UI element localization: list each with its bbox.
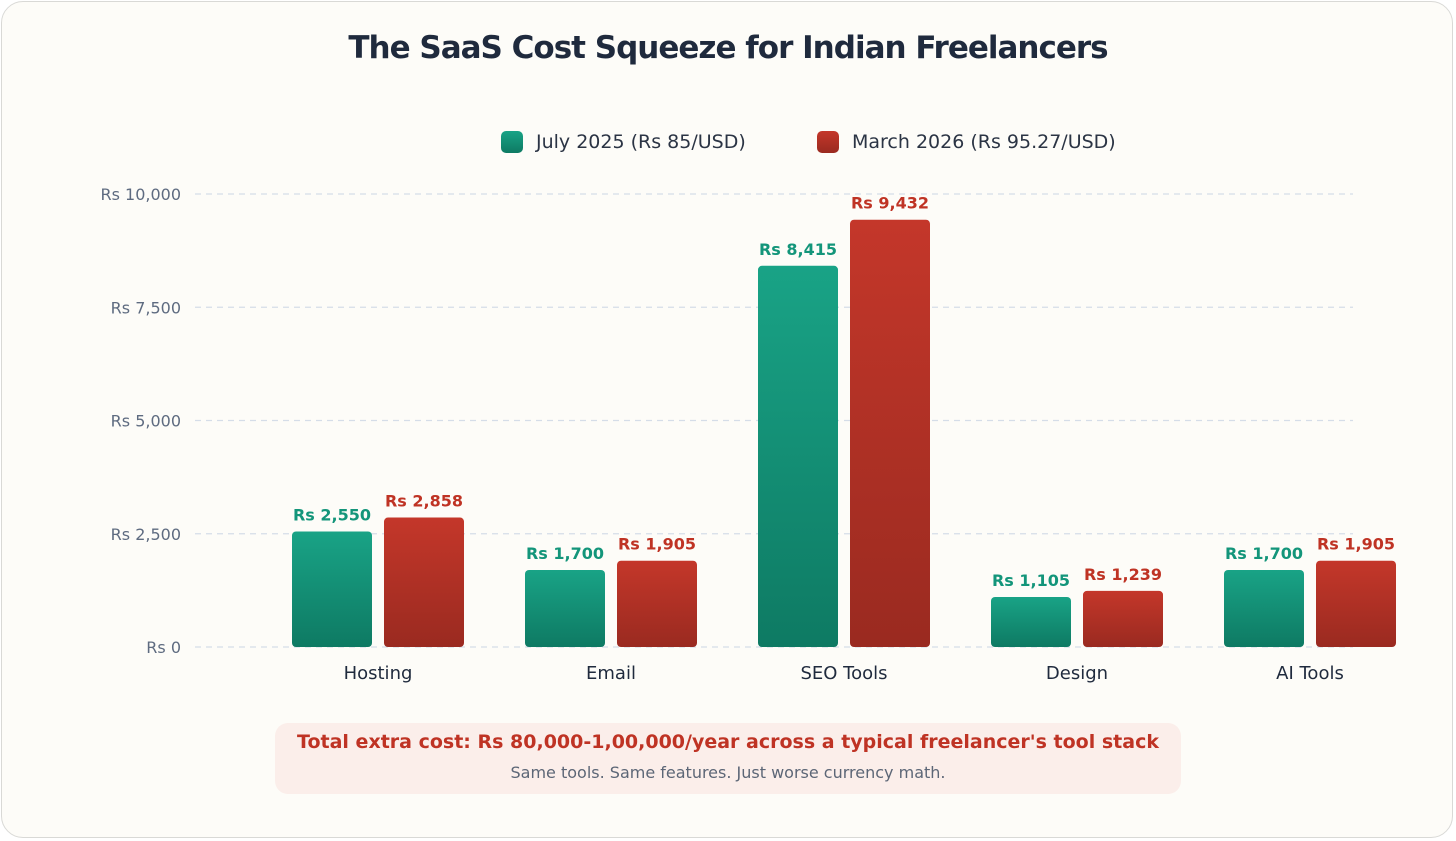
legend-label-july-2025: July 2025 (Rs 85/USD)	[536, 131, 746, 153]
x-category-label-email: Email	[586, 663, 636, 684]
y-tick-label: Rs 7,500	[111, 298, 181, 317]
summary-headline: Total extra cost: Rs 80,000-1,00,000/yea…	[297, 731, 1159, 753]
bar-seo-tools-july-2025	[758, 265, 838, 647]
bar-design-july-2025	[991, 596, 1071, 647]
bars	[292, 219, 1396, 647]
bar-value-labels: Rs 2,550 Rs 2,858 Rs 1,700 Rs 1,905 Rs 8,415…	[293, 194, 1395, 590]
summary-banner: Total extra cost: Rs 80,000-1,00,000/yea…	[275, 723, 1181, 794]
x-category-label-design: Design	[1046, 663, 1108, 684]
x-axis-categories: Hosting Email SEO Tools Design AI Tools	[344, 663, 1344, 684]
bar-seo-tools-march-2026	[850, 219, 930, 647]
value-label-seo-tools-july-2025: Rs 8,415	[759, 240, 837, 259]
value-label-design-july-2025: Rs 1,105	[992, 571, 1070, 590]
value-label-seo-tools-march-2026: Rs 9,432	[851, 194, 929, 213]
value-label-email-march-2026: Rs 1,905	[618, 535, 696, 554]
bar-email-march-2026	[617, 560, 697, 647]
bar-email-july-2025	[525, 569, 605, 647]
value-label-ai-tools-july-2025: Rs 1,700	[1225, 544, 1303, 563]
bar-hosting-july-2025	[292, 531, 372, 647]
value-label-email-july-2025: Rs 1,700	[526, 544, 604, 563]
bar-ai-tools-march-2026	[1316, 560, 1396, 647]
x-category-label-ai-tools: AI Tools	[1276, 663, 1344, 684]
x-category-label-seo-tools: SEO Tools	[800, 663, 887, 684]
y-tick-label: Rs 10,000	[100, 185, 181, 204]
legend-item-march-2026: March 2026 (Rs 95.27/USD)	[817, 126, 1116, 158]
x-category-label-hosting: Hosting	[344, 663, 413, 684]
y-tick-label: Rs 2,500	[111, 525, 181, 544]
legend-swatch-march-2026	[817, 131, 839, 153]
legend-swatch-july-2025	[501, 131, 523, 153]
bar-hosting-march-2026	[384, 517, 464, 647]
value-label-design-march-2026: Rs 1,239	[1084, 565, 1162, 584]
y-axis-ticks: Rs 0 Rs 2,500 Rs 5,000 Rs 7,500 Rs 10,000	[100, 185, 181, 657]
legend-label-march-2026: March 2026 (Rs 95.27/USD)	[852, 131, 1116, 153]
bar-chart-plot: Rs 0 Rs 2,500 Rs 5,000 Rs 7,500 Rs 10,000 Rs…	[100, 185, 1396, 684]
value-label-hosting-july-2025: Rs 2,550	[293, 505, 371, 524]
value-label-hosting-march-2026: Rs 2,858	[385, 492, 463, 511]
summary-subtext: Same tools. Same features. Just worse cu…	[510, 763, 946, 782]
legend-item-july-2025: July 2025 (Rs 85/USD)	[501, 126, 746, 158]
chart-title: The SaaS Cost Squeeze for Indian Freelan…	[348, 30, 1108, 66]
y-tick-label: Rs 0	[146, 638, 181, 657]
bar-design-march-2026	[1083, 590, 1163, 647]
chart-legend: July 2025 (Rs 85/USD) March 2026 (Rs 95.…	[0, 126, 1456, 158]
value-label-ai-tools-march-2026: Rs 1,905	[1317, 535, 1395, 554]
y-tick-label: Rs 5,000	[111, 412, 181, 431]
bar-ai-tools-july-2025	[1224, 569, 1304, 647]
